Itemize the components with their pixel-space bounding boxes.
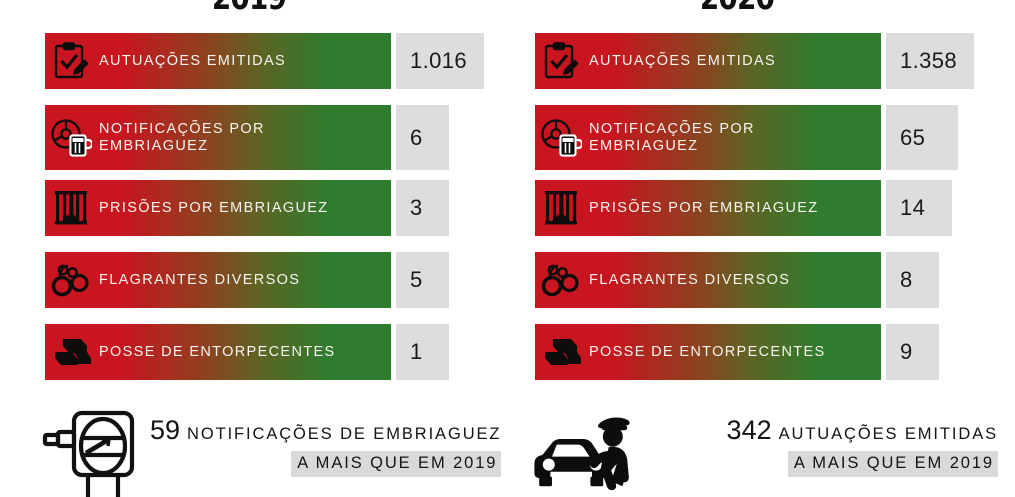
stat-bar: POSSE DE ENTORPECENTES — [45, 324, 391, 380]
stat-value: 65 — [886, 105, 958, 170]
steering-wheel-beer-icon — [535, 105, 587, 170]
stat-value: 8 — [886, 252, 939, 308]
footer-text-block: 59 NOTIFICAÇÕES DE EMBRIAGUEZ A MAIS QUE … — [150, 417, 502, 497]
drug-bricks-icon — [535, 324, 587, 380]
stat-row: PRISÕES POR EMBRIAGUEZ 3 — [45, 180, 449, 236]
stat-label: PRISÕES POR EMBRIAGUEZ — [99, 199, 329, 216]
stat-bar: NOTIFICAÇÕES POR EMBRIAGUEZ — [535, 105, 881, 170]
footer-caption: AUTUAÇÕES EMITIDAS — [778, 425, 998, 443]
stat-row: NOTIFICAÇÕES POR EMBRIAGUEZ 65 — [535, 105, 958, 170]
stat-label: NOTIFICAÇÕES POR EMBRIAGUEZ — [589, 120, 755, 154]
jail-bars-icon — [45, 180, 97, 236]
footer-number: 342 — [726, 415, 772, 445]
footer-number: 59 — [150, 415, 181, 445]
footer-text-block: 342 AUTUAÇÕES EMITIDAS A MAIS QUE EM 2019 — [648, 417, 998, 497]
stat-value: 3 — [396, 180, 449, 236]
footer-summary-2019: 59 NOTIFICAÇÕES DE EMBRIAGUEZ A MAIS QUE … — [30, 401, 502, 497]
stat-value: 6 — [396, 105, 449, 170]
stat-value: 1 — [396, 324, 449, 380]
clipboard-check-pencil-icon — [45, 33, 97, 89]
footer-comparison: A MAIS QUE EM 2019 — [787, 451, 998, 477]
breathalyzer-icon — [30, 405, 150, 497]
stat-bar: FLAGRANTES DIVERSOS — [45, 252, 391, 308]
stat-value: 1.358 — [886, 33, 974, 89]
stat-label: FLAGRANTES DIVERSOS — [589, 271, 791, 288]
column-2019: AUTUAÇÕES EMITIDAS 1.016 — [0, 0, 507, 400]
clipboard-check-pencil-icon — [535, 33, 587, 89]
stat-label: AUTUAÇÕES EMITIDAS — [99, 52, 287, 69]
stat-row: PRISÕES POR EMBRIAGUEZ 14 — [535, 180, 952, 236]
steering-wheel-beer-icon — [45, 105, 97, 170]
stat-label: POSSE DE ENTORPECENTES — [589, 343, 826, 360]
footer-comparison: A MAIS QUE EM 2019 — [291, 451, 502, 477]
stat-bar: AUTUAÇÕES EMITIDAS — [45, 33, 391, 89]
stat-value: 1.016 — [396, 33, 484, 89]
footer-caption: NOTIFICAÇÕES DE EMBRIAGUEZ — [187, 425, 502, 443]
stat-label: AUTUAÇÕES EMITIDAS — [589, 52, 777, 69]
stat-label: POSSE DE ENTORPECENTES — [99, 343, 336, 360]
footer-headline: 59 NOTIFICAÇÕES DE EMBRIAGUEZ — [150, 417, 501, 448]
stat-bar: PRISÕES POR EMBRIAGUEZ — [45, 180, 391, 236]
stat-row: POSSE DE ENTORPECENTES 9 — [535, 324, 939, 380]
stat-row: POSSE DE ENTORPECENTES 1 — [45, 324, 449, 380]
stat-value: 14 — [886, 180, 952, 236]
stat-value: 5 — [396, 252, 449, 308]
stat-label: PRISÕES POR EMBRIAGUEZ — [589, 199, 819, 216]
drug-bricks-icon — [45, 324, 97, 380]
jail-bars-icon — [535, 180, 587, 236]
handcuffs-icon — [45, 252, 97, 308]
traffic-officer-car-icon — [528, 405, 648, 497]
year-heading-2020: 2020 — [692, 0, 782, 18]
stat-row: AUTUAÇÕES EMITIDAS 1.358 — [535, 33, 974, 89]
stat-bar: AUTUAÇÕES EMITIDAS — [535, 33, 881, 89]
stat-row: FLAGRANTES DIVERSOS 5 — [45, 252, 449, 308]
footer-summary-2020: 342 AUTUAÇÕES EMITIDAS A MAIS QUE EM 2019 — [528, 401, 998, 497]
stat-label: FLAGRANTES DIVERSOS — [99, 271, 301, 288]
stat-label: NOTIFICAÇÕES POR EMBRIAGUEZ — [99, 120, 265, 154]
column-2020: AUTUAÇÕES EMITIDAS 1.358 — [489, 0, 1015, 400]
footer-headline: 342 AUTUAÇÕES EMITIDAS — [648, 417, 998, 448]
stat-row: NOTIFICAÇÕES POR EMBRIAGUEZ 6 — [45, 105, 449, 170]
stat-bar: PRISÕES POR EMBRIAGUEZ — [535, 180, 881, 236]
year-heading-2019: 2019 — [204, 0, 294, 18]
stat-value: 9 — [886, 324, 939, 380]
stat-bar: NOTIFICAÇÕES POR EMBRIAGUEZ — [45, 105, 391, 170]
stat-row: AUTUAÇÕES EMITIDAS 1.016 — [45, 33, 484, 89]
handcuffs-icon — [535, 252, 587, 308]
stat-row: FLAGRANTES DIVERSOS 8 — [535, 252, 939, 308]
stat-bar: POSSE DE ENTORPECENTES — [535, 324, 881, 380]
stat-bar: FLAGRANTES DIVERSOS — [535, 252, 881, 308]
